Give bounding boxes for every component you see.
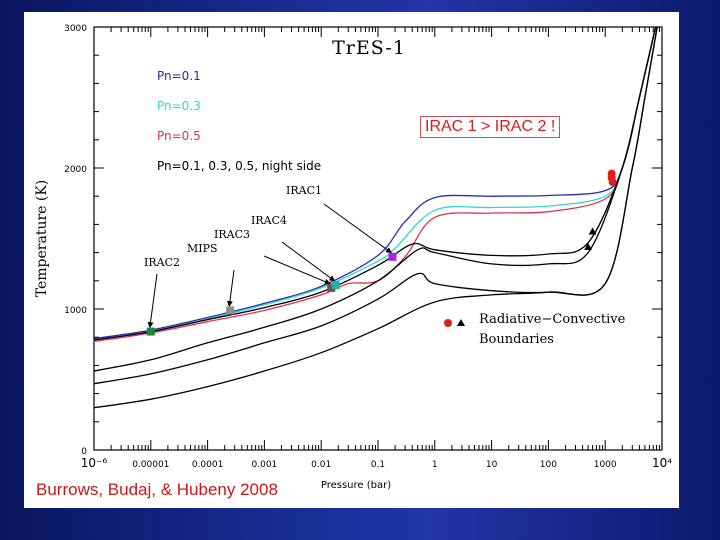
arrow-irac1 (323, 203, 392, 254)
x-tick-label: 0.001 (252, 460, 278, 470)
band-marker-mips (226, 306, 235, 315)
y-tick-label: 3000 (64, 24, 87, 34)
series-line-2 (94, 27, 657, 343)
x-tick-label: 0.00001 (132, 460, 169, 470)
y-axis-label: Temperature (K) (34, 180, 50, 298)
marker-label-mips: MIPS (187, 242, 218, 255)
boundary-legend-triangle (457, 319, 465, 326)
arrow-irac2 (147, 273, 158, 329)
arrow-mips (226, 269, 235, 308)
x-tick-label: 0.01 (311, 460, 331, 470)
boundary-triangle-4 (584, 242, 593, 250)
boundary-legend-circle (444, 319, 452, 327)
credit-text: Burrows, Budaj, & Hubeny 2008 (36, 480, 278, 499)
chart-title: TrES-1 (332, 37, 406, 59)
x-tick-label: 1000 (594, 460, 617, 470)
boundary-legend-line-2: Boundaries (479, 332, 554, 347)
boundary-legend-line-1: Radiative−Convective (479, 312, 626, 327)
y-tick-label: 0 (81, 447, 87, 457)
band-marker-irac2 (146, 327, 155, 336)
series-line-1 (94, 27, 657, 341)
slide-panel: 10⁻⁶ 0.00001 0.0001 0.001 0.01 0.1 1 10 100 1000 1… (24, 12, 679, 508)
band-marker-irac1 (388, 252, 397, 261)
annotation-box: IRAC 1 > IRAC 2 ! (420, 116, 561, 138)
arrow-irac4 (281, 241, 336, 282)
boundary-circle-2 (608, 178, 617, 187)
series-line-0 (94, 27, 657, 340)
x-tick-label: 10⁴ (652, 456, 672, 470)
x-tick-label: 0.1 (371, 460, 385, 470)
series-line-6 (94, 27, 658, 409)
legend-entry-0: Pn=0.1 (157, 69, 201, 83)
x-tick-label: 0.0001 (192, 460, 224, 470)
y-tick-label: 2000 (64, 165, 87, 175)
boundary-triangle-3 (588, 227, 597, 235)
x-tick-label: 10 (486, 460, 498, 470)
legend-entry-1: Pn=0.3 (157, 99, 201, 113)
marker-label-irac2: IRAC2 (144, 256, 180, 269)
marker-label-irac4: IRAC4 (251, 214, 287, 227)
x-tick-label: 100 (540, 460, 557, 470)
series-line-4 (94, 27, 657, 372)
series-line-3 (94, 27, 657, 341)
temperature-pressure-chart: 10⁻⁶ 0.00001 0.0001 0.001 0.01 0.1 1 10 100 1000 1… (34, 24, 672, 491)
x-axis-label: Pressure (bar) (321, 480, 391, 491)
plot-frame (93, 26, 663, 451)
band-marker-irac3 (327, 283, 336, 292)
y-tick-label: 1000 (64, 306, 87, 316)
marker-label-irac3: IRAC3 (214, 228, 250, 241)
marker-label-irac1: IRAC1 (286, 184, 322, 197)
band-marker-irac4 (331, 281, 340, 290)
x-tick-label: 1 (432, 460, 438, 470)
x-tick-label: 10⁻⁶ (81, 456, 108, 470)
legend-entry-2: Pn=0.5 (157, 129, 201, 143)
arrow-irac3 (263, 255, 331, 285)
legend-entry-3: Pn=0.1, 0.3, 0.5, night side (157, 159, 321, 173)
